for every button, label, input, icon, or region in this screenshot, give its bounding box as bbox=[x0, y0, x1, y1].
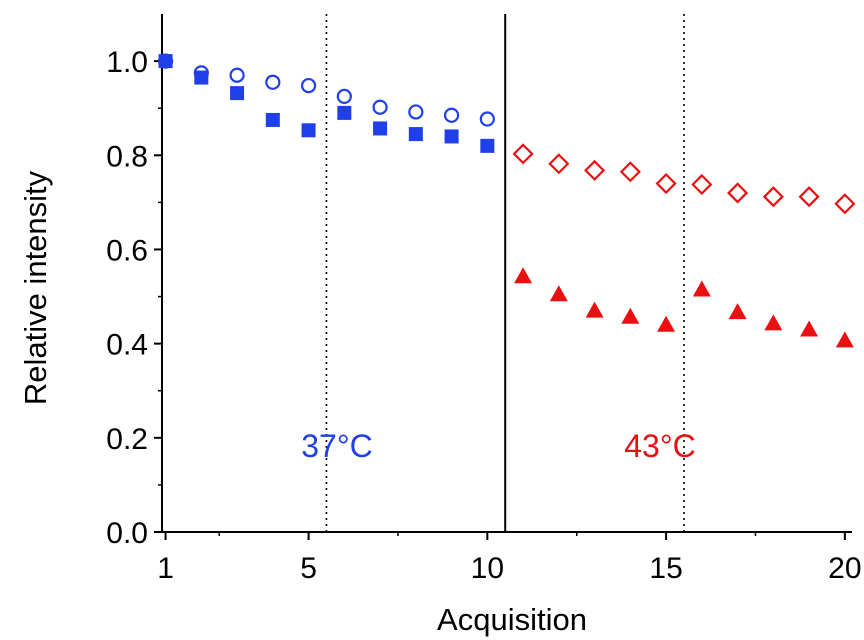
data-point-open-diamond bbox=[619, 161, 641, 183]
data-point-open-diamond bbox=[762, 186, 784, 208]
data-point-open-diamond bbox=[691, 173, 713, 196]
x-tick-label: 5 bbox=[300, 552, 317, 585]
data-point-filled-square bbox=[301, 123, 316, 138]
data-point-filled-square bbox=[444, 129, 459, 144]
plot-area: 0.00.20.40.60.81.01 5 10 15 20 bbox=[106, 14, 862, 585]
x-tick-label: 10 bbox=[471, 552, 504, 585]
data-point-filled-square bbox=[373, 121, 388, 136]
data-point-open-diamond bbox=[655, 172, 677, 195]
y-tick-label: 0.0 bbox=[106, 517, 148, 550]
data-point-open-circle bbox=[265, 74, 281, 90]
data-point-open-circle bbox=[372, 99, 388, 115]
x-tick-label: 1 bbox=[157, 552, 174, 585]
data-point-filled-triangle bbox=[835, 331, 854, 348]
data-point-open-circle bbox=[336, 88, 352, 105]
x-tick-label: 15 bbox=[649, 552, 682, 585]
data-point-filled-square bbox=[194, 70, 209, 85]
y-axis-title: Relative intensity bbox=[18, 170, 53, 405]
data-point-filled-square bbox=[480, 138, 495, 153]
x-axis-title: Acquisition bbox=[437, 602, 587, 637]
data-point-open-circle bbox=[443, 107, 460, 123]
data-point-open-circle bbox=[300, 77, 317, 94]
y-tick-label: 0.4 bbox=[106, 329, 148, 362]
data-point-open-diamond bbox=[512, 143, 534, 165]
data-point-filled-square bbox=[408, 127, 423, 142]
data-point-filled-triangle bbox=[549, 285, 568, 302]
y-tick-label: 0.8 bbox=[106, 140, 148, 173]
data-point-filled-square bbox=[230, 86, 245, 101]
data-point-filled-square bbox=[265, 112, 280, 127]
data-point-filled-triangle bbox=[657, 315, 676, 332]
data-point-filled-triangle bbox=[621, 307, 640, 324]
data-point-open-diamond bbox=[548, 153, 570, 175]
y-tick-label: 0.6 bbox=[106, 234, 148, 267]
x-tick-label: 20 bbox=[828, 552, 861, 585]
data-point-filled-triangle bbox=[514, 267, 533, 284]
data-point-open-circle bbox=[479, 111, 495, 127]
data-point-filled-triangle bbox=[692, 280, 711, 297]
data-point-open-circle bbox=[408, 104, 424, 120]
annotation-37c: 37°C bbox=[301, 428, 373, 464]
y-tick-label: 0.2 bbox=[106, 423, 148, 456]
data-marks bbox=[157, 53, 856, 348]
data-point-filled-triangle bbox=[764, 314, 783, 331]
data-point-filled-triangle bbox=[728, 303, 747, 320]
annotation-43c: 43°C bbox=[624, 428, 696, 464]
data-point-filled-triangle bbox=[800, 320, 819, 337]
data-point-filled-triangle bbox=[585, 301, 604, 318]
data-point-open-diamond bbox=[727, 182, 749, 204]
data-point-open-diamond bbox=[798, 186, 820, 208]
data-point-filled-square bbox=[158, 54, 173, 69]
data-point-open-diamond bbox=[834, 193, 856, 215]
y-tick-label: 1.0 bbox=[106, 46, 148, 79]
data-point-open-diamond bbox=[584, 159, 606, 181]
data-point-filled-square bbox=[337, 105, 352, 120]
data-point-open-circle bbox=[229, 67, 245, 83]
